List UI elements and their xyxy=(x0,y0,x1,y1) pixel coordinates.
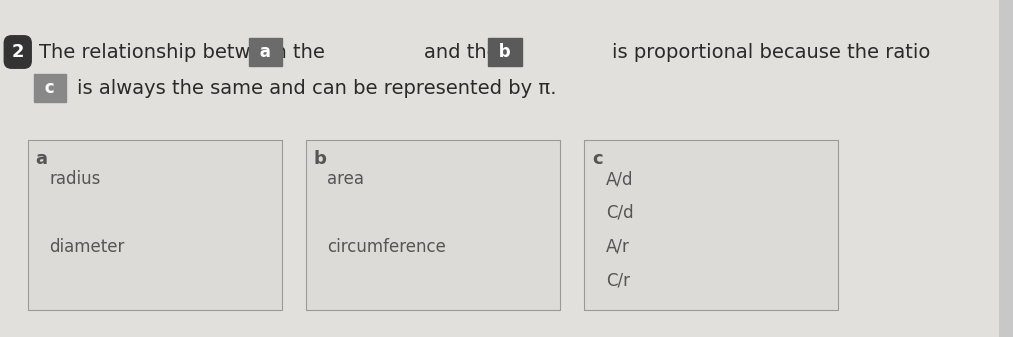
Text: c: c xyxy=(592,150,603,168)
Text: circumference: circumference xyxy=(327,238,447,255)
Text: is proportional because the ratio: is proportional because the ratio xyxy=(612,42,930,61)
Text: A/d: A/d xyxy=(606,170,633,188)
Text: a: a xyxy=(35,150,48,168)
FancyBboxPatch shape xyxy=(306,140,560,310)
Text: area: area xyxy=(327,170,365,188)
Text: and the: and the xyxy=(424,42,498,61)
Text: diameter: diameter xyxy=(50,238,125,255)
Text: 2: 2 xyxy=(11,43,24,61)
FancyBboxPatch shape xyxy=(27,140,282,310)
Text: c: c xyxy=(40,79,61,97)
Text: b: b xyxy=(493,43,517,61)
FancyBboxPatch shape xyxy=(583,140,839,310)
Text: b: b xyxy=(314,150,326,168)
Text: C/r: C/r xyxy=(606,271,630,289)
Text: radius: radius xyxy=(50,170,100,188)
Text: C/d: C/d xyxy=(606,204,633,222)
Text: is always the same and can be represented by π.: is always the same and can be represente… xyxy=(77,79,556,97)
Text: a: a xyxy=(254,43,278,61)
Text: The relationship between the: The relationship between the xyxy=(40,42,325,61)
Text: A/r: A/r xyxy=(606,238,629,255)
